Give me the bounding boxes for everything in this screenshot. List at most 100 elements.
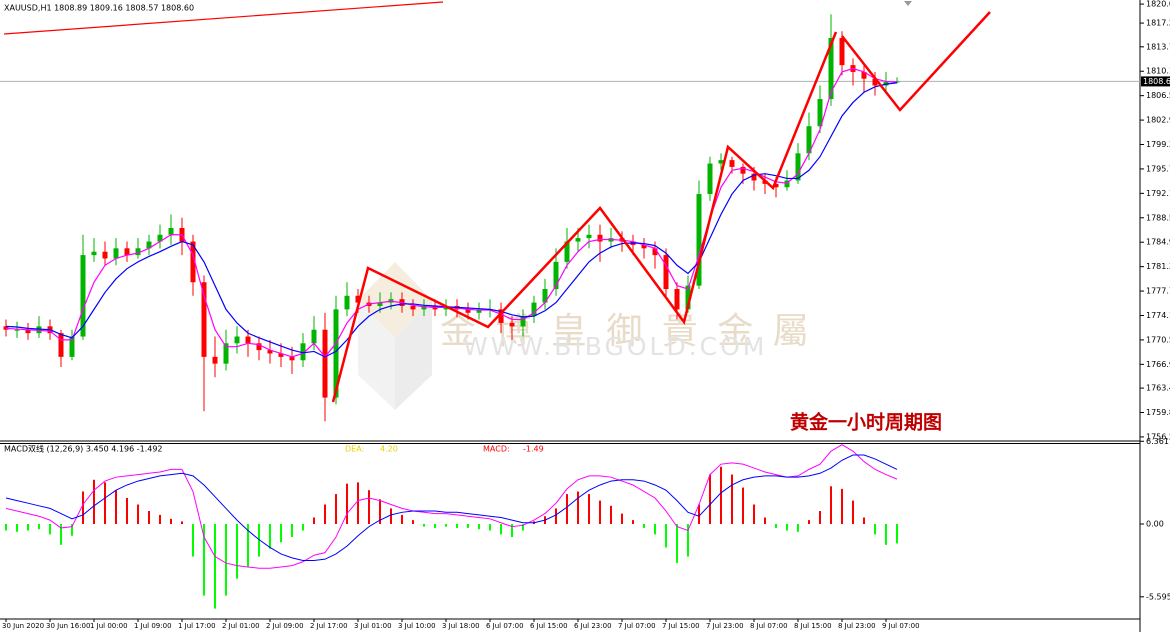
candle-body [256,343,262,351]
macd-bar [665,524,667,548]
macd-bar [247,524,249,567]
macd-bar [874,524,876,535]
watermark-logo [358,262,432,410]
y-tick-label: 1784.90 [1146,238,1170,247]
candle-body [795,153,801,181]
macd-bar [896,524,898,544]
x-tick-label: 8 Jul 07:00 [750,622,788,630]
macd-bar [467,524,469,528]
macd-bar [412,520,414,525]
macd-bar [291,524,293,538]
candle-body [234,336,240,344]
macd-bar [555,508,557,525]
x-tick-label: 8 Jul 15:00 [794,622,832,630]
candle-body [168,227,174,235]
x-tick-label: 30 Jun 16:00 [46,622,90,630]
y-tick-label: 1770.50 [1146,335,1170,344]
candle-body [102,251,108,259]
macd-bar [852,500,854,525]
candle-body [410,305,416,310]
macd-bar [588,494,590,525]
candle-body [729,160,735,167]
macd-bar [192,524,194,557]
macd-bar [346,483,348,525]
macd-bar [93,479,95,525]
macd-bar [115,490,117,525]
candle-body [344,295,350,310]
candle-body [223,343,229,364]
candle-body [707,163,713,195]
macd-bar [654,524,656,535]
macd-bar [137,504,139,525]
macd-bar [181,521,183,525]
macd-bar [456,524,458,528]
macd-bar [214,524,216,609]
x-tick-label: 8 Jul 23:00 [838,622,876,630]
candle-body [36,326,42,334]
macd-bar [159,514,161,525]
y-tick-label: 1774.10 [1146,311,1170,320]
macd-bar [632,520,634,525]
candle-body [14,329,20,331]
macd-bar [764,517,766,525]
macd-bar [775,524,777,528]
y-tick-label: 6.361 [1146,437,1169,446]
macd-bar [819,511,821,525]
macd-bar [522,524,524,531]
candle-body [465,309,471,313]
macd-bar [49,524,51,535]
macd-title: MACD双线 (12,26,9) 3.450 4.196 -1.492 [4,444,163,454]
candle-body [322,329,328,398]
macd-bar [126,497,128,525]
macd-bar [885,524,887,545]
macd-bar [577,491,579,525]
macd-bar [621,513,623,525]
macd-bar [841,488,843,525]
macd-bar [236,524,238,579]
candle-body [146,241,152,249]
macd-line [5,454,898,561]
candle-body [553,261,559,290]
x-tick-label: 1 Jul 17:00 [178,622,216,630]
candle-body [509,322,515,327]
macd-bar [27,524,29,531]
macd-bar [148,511,150,525]
candle-body [828,37,834,100]
candle-body [267,350,273,354]
macd-bar [753,504,755,525]
macd-bar [478,524,480,530]
candle-body [69,336,75,357]
candle-body [58,333,64,357]
x-tick-label: 2 Jul 09:00 [266,622,304,630]
candle-body [421,305,427,310]
candle-body [674,289,680,310]
dea-value: 4.20 [380,445,398,454]
macd-line [5,444,898,569]
candle-body [806,126,812,154]
macd-label: MACD: [483,445,510,454]
candle-body [201,282,207,357]
macd-bar [720,466,722,525]
candle-body [212,356,218,364]
macd-bar [203,524,205,596]
candle-body [696,194,702,286]
macd-bar [170,518,172,525]
macd-bar [566,494,568,525]
y-tick-label: 1788.50 [1146,213,1170,222]
candle-body [751,173,757,181]
x-tick-label: 3 Jul 10:00 [398,622,436,630]
moving-average [5,82,898,358]
macd-bar [390,508,392,525]
macd-bar [797,524,799,532]
macd-bar [368,490,370,525]
x-tick-label: 30 Jun 2020 [2,622,44,630]
macd-bar [5,524,7,531]
marker [904,1,912,6]
chart-title: XAUUSD,H1 1808.89 1809.16 1808.57 1808.6… [4,4,194,13]
candle-body [113,248,119,259]
y-tick-label: 1820.00 [1146,0,1170,9]
y-tick-label: 1766.90 [1146,360,1170,369]
x-tick-label: 6 Jul 07:00 [486,622,524,630]
candle-body [586,234,592,239]
y-tick-label: 1756.20 [1146,432,1170,441]
